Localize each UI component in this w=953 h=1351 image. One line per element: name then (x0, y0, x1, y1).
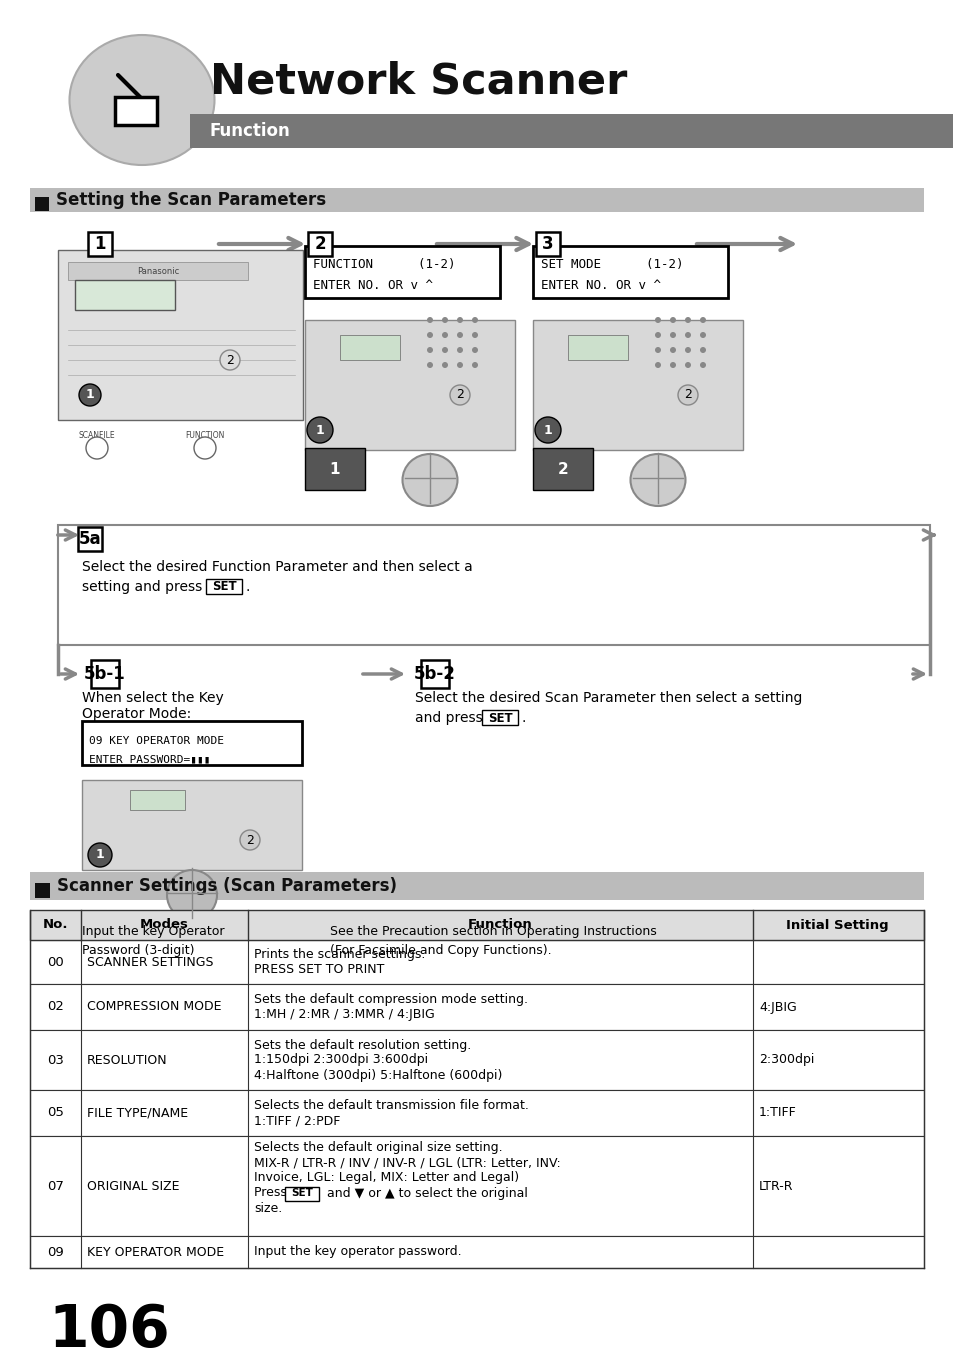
Text: Input the key Operator
Password (3-digit): Input the key Operator Password (3-digit… (82, 925, 224, 957)
Bar (308, 232, 332, 255)
Bar (68, 262, 248, 280)
Text: 5b-1: 5b-1 (84, 665, 126, 684)
Text: 1: 1 (86, 389, 94, 401)
Text: 1: 1 (330, 462, 340, 477)
Text: 4:Halftone (300dpi) 5:Halftone (600dpi): 4:Halftone (300dpi) 5:Halftone (600dpi) (253, 1069, 502, 1082)
Ellipse shape (472, 332, 477, 338)
Text: 5b-2: 5b-2 (414, 665, 456, 684)
Text: 2: 2 (246, 834, 253, 847)
Text: Function: Function (468, 919, 533, 931)
Text: SET: SET (487, 712, 512, 724)
Text: Selects the default transmission file format.: Selects the default transmission file fo… (253, 1098, 528, 1112)
Text: LTR-R: LTR-R (759, 1179, 793, 1193)
Ellipse shape (427, 347, 433, 353)
Bar (536, 232, 559, 255)
Text: 1:MH / 2:MR / 3:MMR / 4:JBIG: 1:MH / 2:MR / 3:MMR / 4:JBIG (253, 1008, 435, 1021)
Text: See the Precaution section in Operating Instructions
(For Facsimile and Copy Fun: See the Precaution section in Operating … (330, 925, 656, 957)
Bar (35, 884, 50, 898)
Ellipse shape (684, 317, 690, 323)
Text: 1: 1 (543, 423, 552, 436)
Text: FILE TYPE/NAME: FILE TYPE/NAME (87, 1106, 188, 1120)
Text: Invoice, LGL: Legal, MIX: Letter and Legal): Invoice, LGL: Legal, MIX: Letter and Leg… (253, 1171, 518, 1185)
Bar (190, 113, 953, 149)
Text: Operator Mode:: Operator Mode: (82, 707, 191, 721)
Bar (481, 711, 517, 725)
Bar (115, 97, 157, 126)
Text: When select the Key: When select the Key (82, 690, 224, 705)
Text: Function: Function (210, 122, 291, 141)
Text: 1:150dpi 2:300dpi 3:600dpi: 1:150dpi 2:300dpi 3:600dpi (253, 1054, 428, 1066)
Ellipse shape (402, 454, 457, 507)
Text: 2: 2 (226, 354, 233, 366)
Ellipse shape (684, 347, 690, 353)
Text: 1: 1 (95, 848, 104, 862)
Ellipse shape (669, 317, 676, 323)
Ellipse shape (450, 385, 470, 405)
Ellipse shape (700, 332, 705, 338)
Ellipse shape (655, 317, 660, 323)
Text: SCANFILE: SCANFILE (78, 431, 115, 439)
Bar (88, 232, 112, 255)
Ellipse shape (441, 347, 448, 353)
Text: 1: 1 (94, 235, 106, 253)
Bar (35, 197, 49, 211)
Text: 00: 00 (47, 955, 64, 969)
Bar (91, 661, 119, 688)
Bar (30, 940, 923, 984)
Ellipse shape (441, 362, 448, 367)
Ellipse shape (427, 332, 433, 338)
Ellipse shape (456, 317, 462, 323)
Text: Input the key operator password.: Input the key operator password. (253, 1246, 461, 1259)
Ellipse shape (655, 332, 660, 338)
Ellipse shape (456, 332, 462, 338)
Ellipse shape (669, 362, 676, 367)
Text: Prints the scanner settings.: Prints the scanner settings. (253, 948, 425, 961)
Text: and ▼ or ▲ to select the original: and ▼ or ▲ to select the original (323, 1186, 528, 1200)
Ellipse shape (630, 454, 685, 507)
Text: Setting the Scan Parameters: Setting the Scan Parameters (56, 190, 326, 209)
Ellipse shape (700, 317, 705, 323)
Text: 2: 2 (456, 389, 463, 401)
Text: and press: and press (415, 711, 482, 725)
Ellipse shape (535, 417, 560, 443)
Ellipse shape (427, 362, 433, 367)
Text: FUNCTION      (1-2)
ENTER NO. OR v ^: FUNCTION (1-2) ENTER NO. OR v ^ (313, 258, 455, 292)
Bar (420, 661, 449, 688)
Ellipse shape (240, 830, 260, 850)
Ellipse shape (655, 362, 660, 367)
Text: Initial Setting: Initial Setting (785, 919, 888, 931)
Text: Sets the default resolution setting.: Sets the default resolution setting. (253, 1039, 471, 1051)
Ellipse shape (655, 347, 660, 353)
Ellipse shape (684, 362, 690, 367)
Ellipse shape (167, 870, 216, 920)
Text: 2: 2 (683, 389, 691, 401)
Text: SCANNER SETTINGS: SCANNER SETTINGS (87, 955, 213, 969)
Text: Selects the default original size setting.: Selects the default original size settin… (253, 1142, 502, 1155)
Text: 5a: 5a (78, 530, 101, 549)
Ellipse shape (472, 362, 477, 367)
Bar (82, 721, 302, 765)
Ellipse shape (456, 347, 462, 353)
Text: Scanner Settings (Scan Parameters): Scanner Settings (Scan Parameters) (57, 877, 396, 894)
Text: 4:JBIG: 4:JBIG (759, 1001, 796, 1013)
Ellipse shape (220, 350, 240, 370)
Text: 2: 2 (314, 235, 326, 253)
Bar (30, 188, 923, 212)
Bar (30, 1090, 923, 1136)
Bar (30, 871, 923, 900)
Text: 09 KEY OPERATOR MODE: 09 KEY OPERATOR MODE (89, 736, 224, 746)
Ellipse shape (441, 317, 448, 323)
Bar (30, 1029, 923, 1090)
Text: 09: 09 (47, 1246, 64, 1259)
Text: Panasonic: Panasonic (136, 266, 179, 276)
Bar (130, 790, 185, 811)
Text: Sets the default compression mode setting.: Sets the default compression mode settin… (253, 993, 527, 1006)
Ellipse shape (88, 843, 112, 867)
Text: 2:300dpi: 2:300dpi (759, 1054, 814, 1066)
Text: KEY OPERATOR MODE: KEY OPERATOR MODE (87, 1246, 224, 1259)
Text: 07: 07 (47, 1179, 64, 1193)
Text: Select the desired Function Parameter and then select a: Select the desired Function Parameter an… (82, 561, 473, 574)
Bar (30, 911, 923, 940)
Bar (305, 320, 515, 450)
Ellipse shape (669, 332, 676, 338)
